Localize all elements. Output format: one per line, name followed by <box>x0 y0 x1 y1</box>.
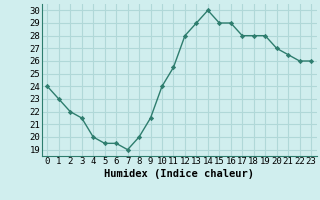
X-axis label: Humidex (Indice chaleur): Humidex (Indice chaleur) <box>104 169 254 179</box>
